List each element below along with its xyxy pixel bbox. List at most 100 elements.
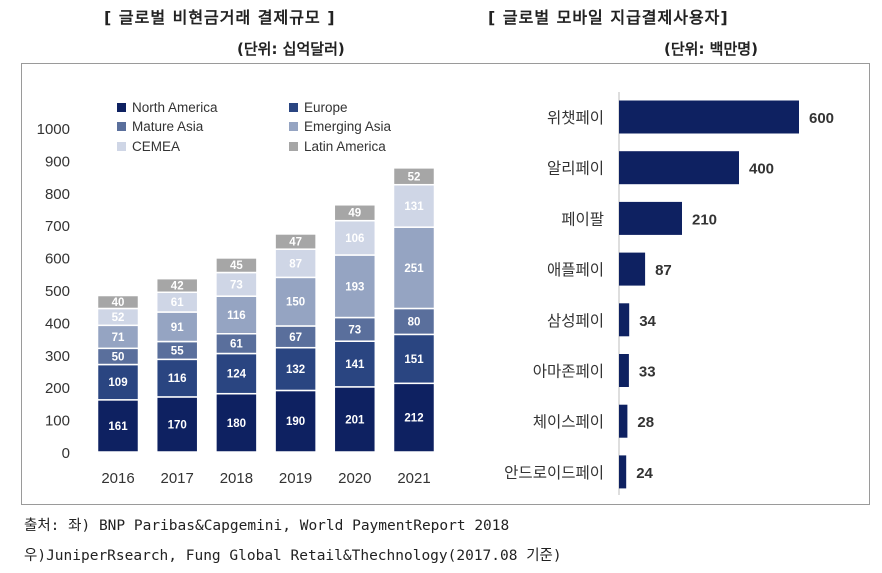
data-label: 190 xyxy=(286,416,305,428)
data-label: 180 xyxy=(227,418,246,430)
data-label: 87 xyxy=(289,258,302,270)
data-label: 52 xyxy=(112,312,125,324)
data-label: 131 xyxy=(404,201,424,213)
data-label: 400 xyxy=(749,161,774,178)
legend-swatch xyxy=(289,103,298,112)
bar-segment xyxy=(96,294,140,310)
data-label: 49 xyxy=(348,208,361,220)
legend-label: CEMEA xyxy=(132,139,180,154)
legend-label: Latin America xyxy=(304,139,386,154)
bar xyxy=(619,455,627,489)
x-tick-label: 2018 xyxy=(220,470,253,487)
bar-segment xyxy=(155,358,199,398)
data-label: 170 xyxy=(168,419,187,431)
legend-swatch xyxy=(117,103,126,112)
category-label: 애플페이 xyxy=(547,261,604,279)
legend-swatch xyxy=(117,122,126,131)
data-label: 80 xyxy=(408,316,421,328)
legend-swatch xyxy=(289,122,298,131)
y-tick-label: 1000 xyxy=(37,121,70,138)
bar xyxy=(619,100,799,134)
bar xyxy=(619,151,739,185)
bar xyxy=(619,404,628,438)
data-label: 91 xyxy=(171,322,184,334)
source-line-2: 우)JuniperRsearch, Fung Global Retail&The… xyxy=(24,548,562,564)
y-tick-label: 300 xyxy=(45,348,70,365)
category-label: 위챗페이 xyxy=(547,109,604,127)
data-label: 109 xyxy=(108,377,127,389)
data-label: 151 xyxy=(404,354,424,366)
bar-segment xyxy=(333,340,377,388)
bar-segment xyxy=(215,392,258,453)
legend-label: North America xyxy=(132,100,218,115)
category-label: 체이스페이 xyxy=(533,413,604,431)
bar-segment xyxy=(155,277,199,294)
data-label: 45 xyxy=(230,260,243,272)
data-label: 106 xyxy=(345,233,364,245)
chart-frame xyxy=(21,63,870,505)
data-label: 193 xyxy=(345,281,364,293)
data-label: 61 xyxy=(230,339,243,351)
data-label: 150 xyxy=(286,297,305,309)
left-chart-unit: (단위: 십억달러) xyxy=(237,40,345,58)
data-label: 71 xyxy=(112,332,125,344)
bar-segment xyxy=(274,233,317,250)
data-label: 116 xyxy=(168,373,187,385)
category-label: 알리페이 xyxy=(547,160,604,178)
y-tick-label: 600 xyxy=(45,251,70,268)
right-chart-unit: (단위: 백만명) xyxy=(664,40,758,58)
x-tick-label: 2019 xyxy=(279,470,312,487)
data-label: 132 xyxy=(286,364,305,376)
legend-label: Europe xyxy=(304,100,348,115)
category-label: 안드로이드페이 xyxy=(504,464,604,482)
bar-segment xyxy=(392,382,436,453)
bar xyxy=(619,303,630,337)
data-label: 47 xyxy=(289,237,302,249)
data-label: 42 xyxy=(171,280,184,292)
data-label: 33 xyxy=(639,364,656,381)
y-tick-label: 200 xyxy=(45,380,70,397)
category-label: 아마존페이 xyxy=(533,363,604,381)
category-label: 삼성페이 xyxy=(547,312,604,330)
y-tick-label: 800 xyxy=(45,186,70,203)
category-label: 페이팔 xyxy=(561,210,604,228)
bar-segment xyxy=(155,311,199,343)
data-label: 201 xyxy=(345,414,365,426)
bar xyxy=(619,354,629,387)
data-label: 600 xyxy=(809,110,834,127)
legend-label: Emerging Asia xyxy=(304,119,392,134)
data-label: 141 xyxy=(345,359,365,371)
data-label: 24 xyxy=(636,465,653,482)
left-chart-title: [ 글로벌 비현금거래 결제규모 ] xyxy=(104,8,336,27)
x-tick-label: 2020 xyxy=(338,470,371,487)
bar-segment xyxy=(215,352,258,395)
data-label: 73 xyxy=(348,324,361,336)
data-label: 161 xyxy=(108,421,128,433)
data-label: 55 xyxy=(171,345,184,357)
y-tick-label: 500 xyxy=(45,283,70,300)
y-tick-label: 900 xyxy=(45,153,70,170)
data-label: 28 xyxy=(637,414,654,431)
bar-segment xyxy=(392,167,436,186)
data-label: 61 xyxy=(171,297,184,309)
bar-segment xyxy=(333,204,377,222)
bar xyxy=(619,201,682,235)
source-line-1: 출처: 좌) BNP Paribas&Capgemini, World Paym… xyxy=(24,518,510,534)
bar-segment xyxy=(392,183,436,228)
data-label: 116 xyxy=(227,310,246,322)
bar-segment xyxy=(274,276,317,327)
y-tick-label: 700 xyxy=(45,218,70,235)
bar-segment xyxy=(215,257,258,274)
bar-segment xyxy=(96,363,140,401)
data-label: 87 xyxy=(655,262,672,279)
bar-segment xyxy=(155,396,199,453)
bar-segment xyxy=(392,307,436,336)
data-label: 40 xyxy=(112,297,125,309)
data-label: 124 xyxy=(227,369,247,381)
data-label: 67 xyxy=(289,332,302,344)
x-tick-label: 2021 xyxy=(397,470,430,487)
bar-segment xyxy=(274,248,317,279)
data-label: 52 xyxy=(408,171,421,183)
legend-label: Mature Asia xyxy=(132,119,204,134)
